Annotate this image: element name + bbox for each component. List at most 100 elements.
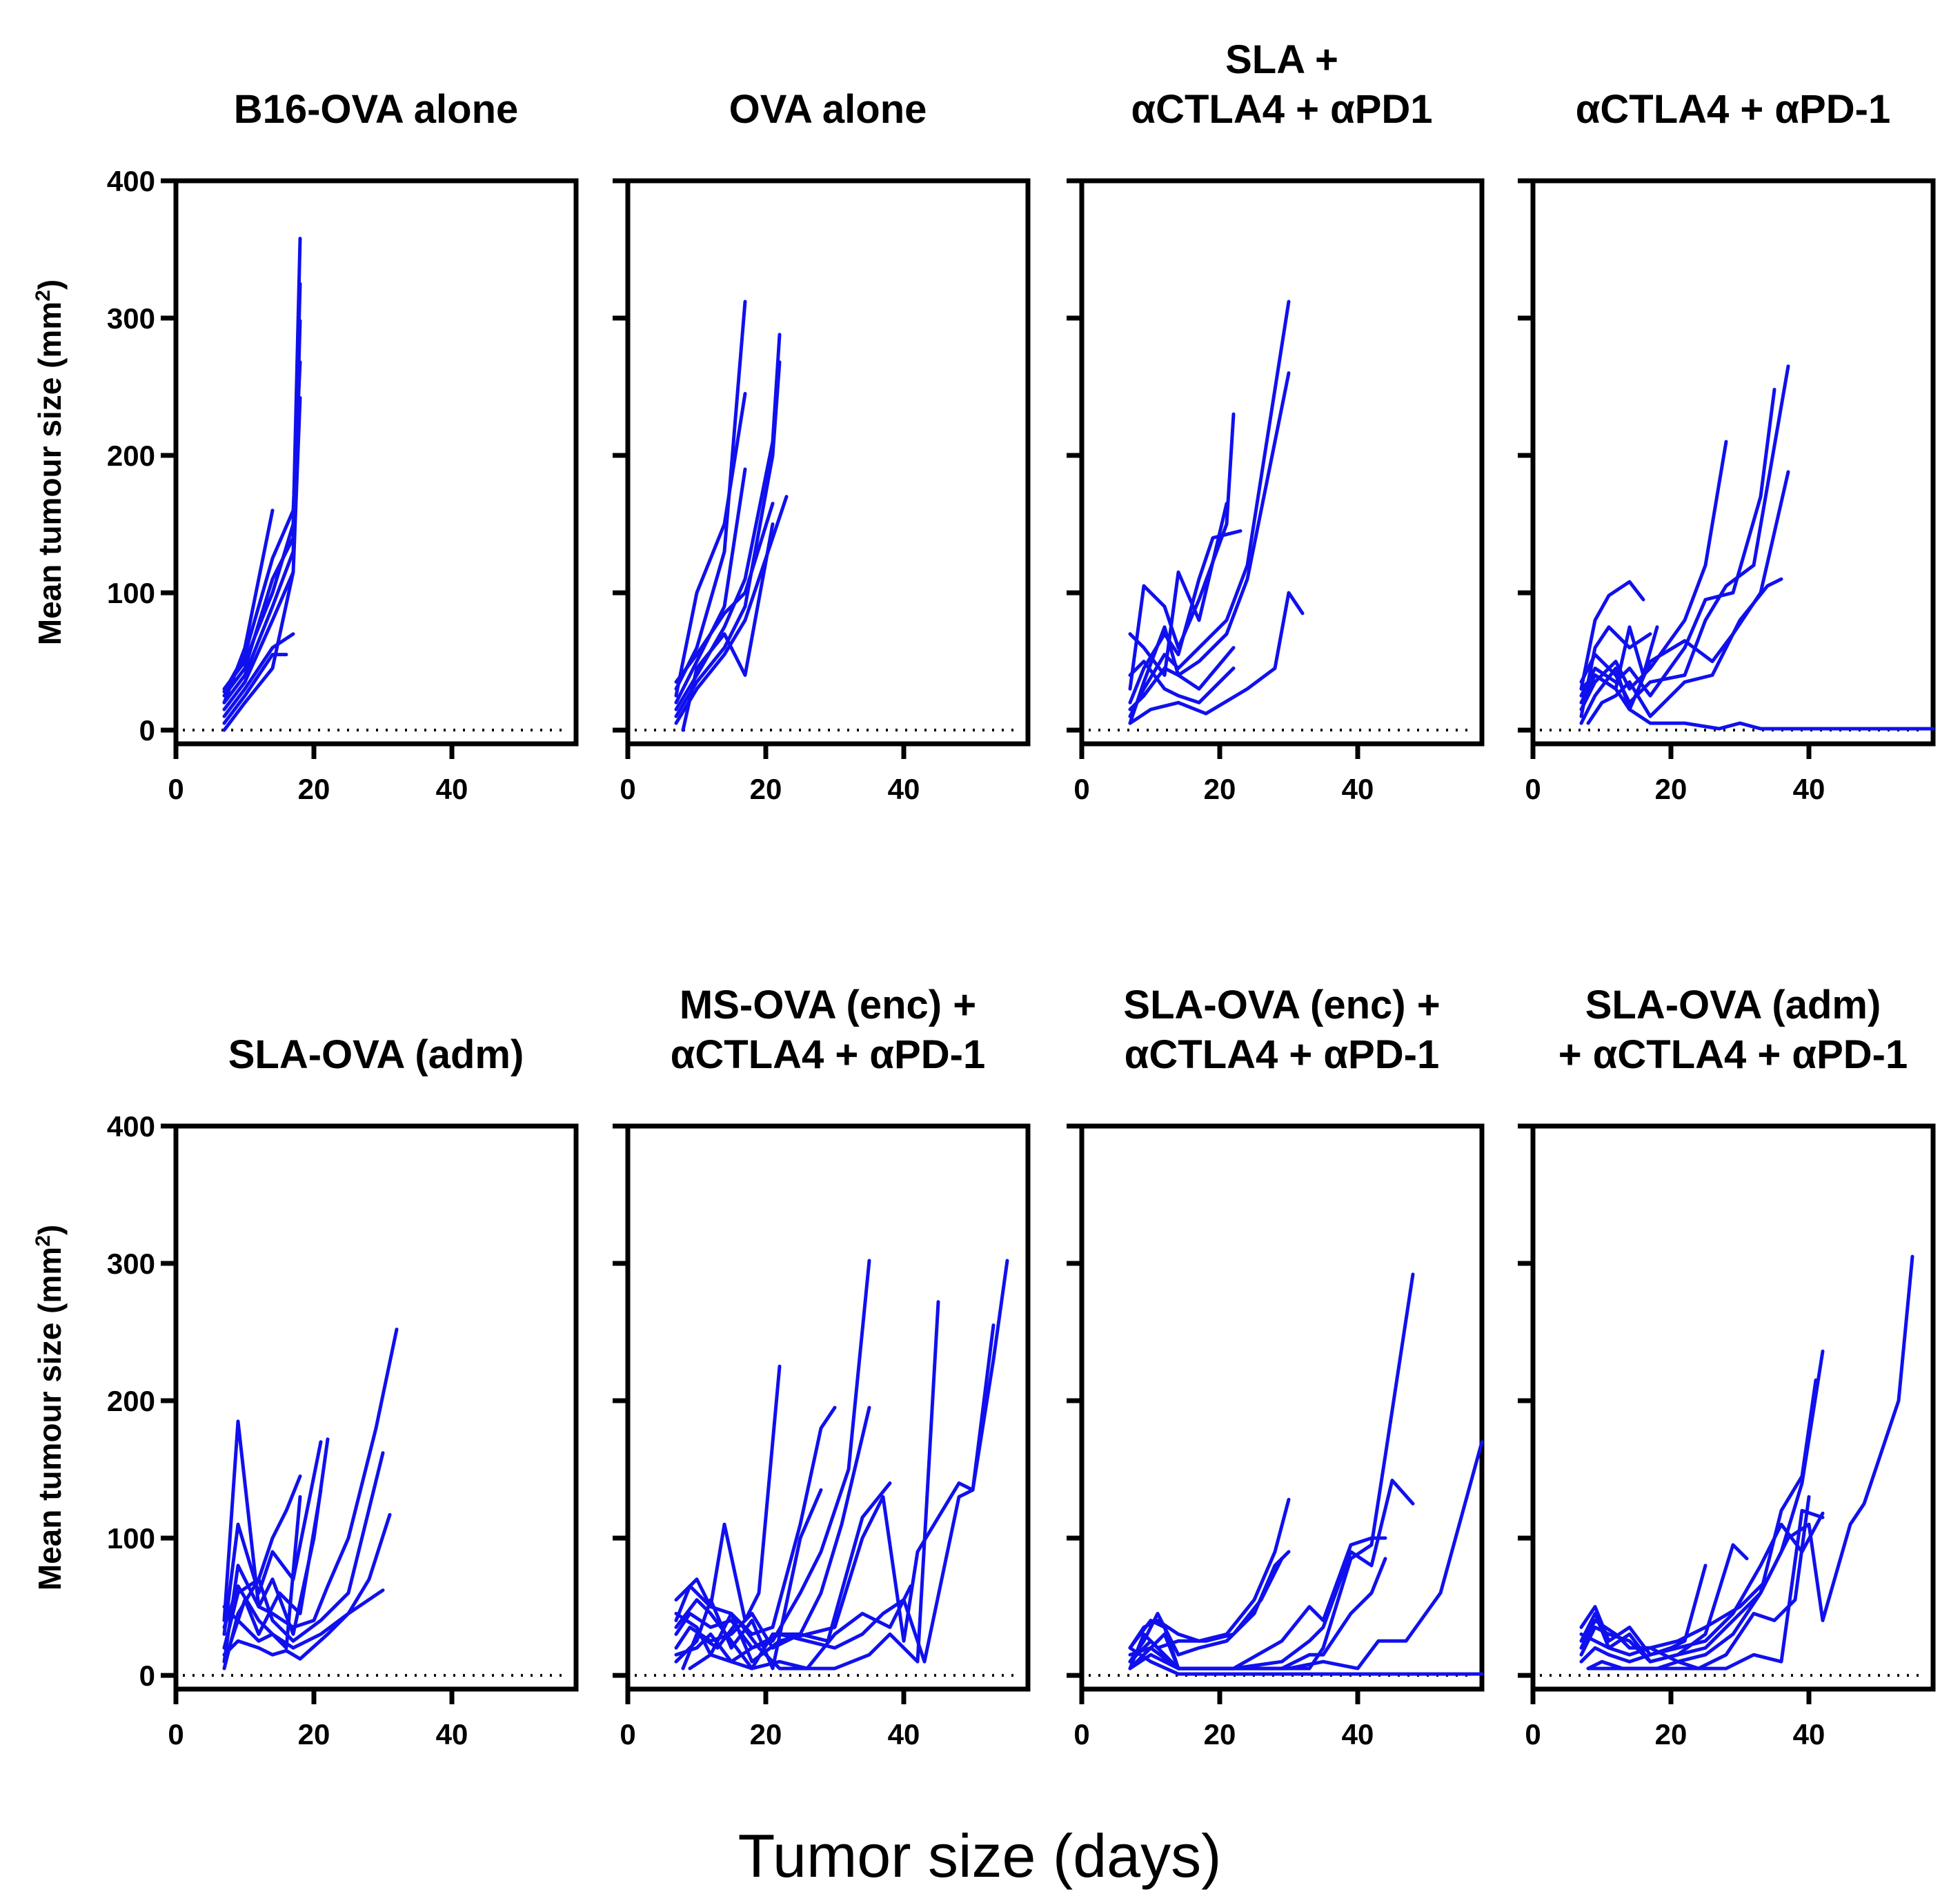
panel-frame [1530,178,1936,747]
series-line-8 [1128,591,1305,725]
series-line-7 [674,1259,1009,1664]
x-tick-label: 0 [168,773,184,805]
series-line-4 [1128,299,1291,718]
y-tick-label: 400 [107,1110,155,1143]
panel-title-line: SLA-OVA (adm) [228,1032,524,1077]
series-line-9 [1579,673,1935,731]
series-line-1 [1579,1564,1707,1657]
y-tick-label: 100 [107,1522,155,1555]
series-line-5 [1128,1479,1415,1670]
panel-frame [625,178,1031,747]
panel-title-line: SLA + [1225,37,1338,82]
series-line-4 [222,1328,399,1664]
panel-title-line: αCTLA4 + αPD-1 [1576,87,1890,132]
x-tick-label: 20 [298,773,330,805]
panel-title-line: OVA alone [729,87,927,132]
series-line-3 [1579,1349,1825,1664]
series-line-6 [1579,1254,1914,1650]
y-tick-label: 0 [139,1659,155,1692]
series-line-3 [1128,1557,1284,1670]
x-tick-label: 20 [1655,773,1687,805]
panel-frame [173,1123,579,1692]
x-tick-label: 40 [1342,773,1374,805]
panel-title-line: αCTLA4 + αPD-1 [671,1032,985,1077]
panel-1: B16-OVA alone 0 100 200 300 400 0 20 40 [107,87,579,805]
series-line-2 [674,392,747,698]
panel-frame [1079,178,1485,747]
panel-title-line: αCTLA4 + αPD-1 [1125,1032,1439,1077]
panel-7: SLA-OVA (enc) + αCTLA4 + αPD-1 0 20 40 [1067,983,1485,1751]
panel-frame [1079,1123,1485,1692]
series-line-8 [681,522,775,732]
series-line-2 [222,1440,323,1636]
series-line-4 [1579,1378,1818,1664]
x-tick-label: 0 [620,773,635,805]
series-line-6 [1128,625,1236,725]
series-line-8 [1128,1440,1484,1670]
series-line-6 [1128,1272,1415,1670]
series-line-8 [222,653,288,725]
series-line-6 [222,509,275,704]
series-line-2 [1128,1550,1291,1664]
series-line-1 [674,1364,782,1622]
series-line-5 [1579,1511,1825,1664]
panel-title-line: + αCTLA4 + αPD-1 [1558,1032,1908,1077]
series-line-9 [674,1481,892,1670]
panel-title-line: SLA-OVA (enc) + [1123,983,1440,1027]
panel-frame [173,178,579,747]
series-line-9 [222,1495,302,1650]
x-tick-label: 20 [750,773,782,805]
series-line-1 [222,237,302,691]
series-line-6 [674,495,789,725]
x-tick-label: 0 [1525,1718,1541,1751]
panel-4: αCTLA4 + αPD-1 0 20 40 [1518,87,1936,805]
y-tick-label: 400 [107,165,155,197]
series-line-5 [222,396,302,711]
x-tick-label: 40 [1793,773,1825,805]
y-tick-label: 300 [107,1248,155,1280]
panel-6: MS-OVA (enc) + αCTLA4 + αPD-1 0 20 40 [613,983,1031,1751]
x-tick-label: 0 [1073,773,1089,805]
panel-2: OVA alone 0 20 40 [613,87,1031,805]
x-tick-label: 0 [1073,1718,1089,1751]
series-line-9 [1128,1646,1484,1676]
panel-title-line: B16-OVA alone [234,87,519,132]
y-tick-label: 200 [107,1385,155,1417]
x-tick-label: 40 [888,1718,920,1751]
panel-frame [1530,1123,1936,1692]
series-line-2 [1128,502,1229,677]
series-line-1 [1579,580,1645,691]
panel-title-line: SLA-OVA (adm) [1585,983,1881,1027]
x-tick-label: 0 [168,1718,184,1751]
series-line-2 [674,1406,837,1636]
series-line-7 [222,632,295,718]
y-tick-label: 100 [107,577,155,609]
panel-3: SLA + αCTLA4 + αPD1 0 20 40 [1067,37,1485,805]
x-tick-label: 0 [1525,773,1541,805]
series-line-2 [1579,625,1652,718]
x-tick-label: 40 [1793,1718,1825,1751]
x-tick-label: 20 [298,1718,330,1751]
series-line-7 [674,502,775,684]
series-line-5 [1579,388,1776,698]
series-line-3 [222,1475,302,1650]
x-tick-label: 20 [1204,773,1236,805]
x-axis-label: Tumor size (days) [738,1822,1222,1890]
series-line-4 [1128,1536,1387,1670]
y-axis-label-top: Mean tumour size (mm2) [32,279,68,645]
panel-frame [625,1123,1031,1692]
series-line-8 [229,1488,323,1643]
series-line-10 [688,1584,913,1670]
panel-5: SLA-OVA (adm) 0 100 200 300 400 0 20 40 [107,1032,579,1751]
series-line-6 [1579,364,1790,704]
series-line-4 [1579,440,1728,711]
series-line-7 [222,1588,385,1661]
y-tick-label: 0 [139,714,155,747]
x-tick-label: 40 [1342,1718,1374,1751]
series-line-8 [1586,577,1783,725]
series-line-6 [222,1512,392,1650]
series-line-9 [222,570,295,732]
panel-title-line: αCTLA4 + αPD1 [1131,87,1432,132]
